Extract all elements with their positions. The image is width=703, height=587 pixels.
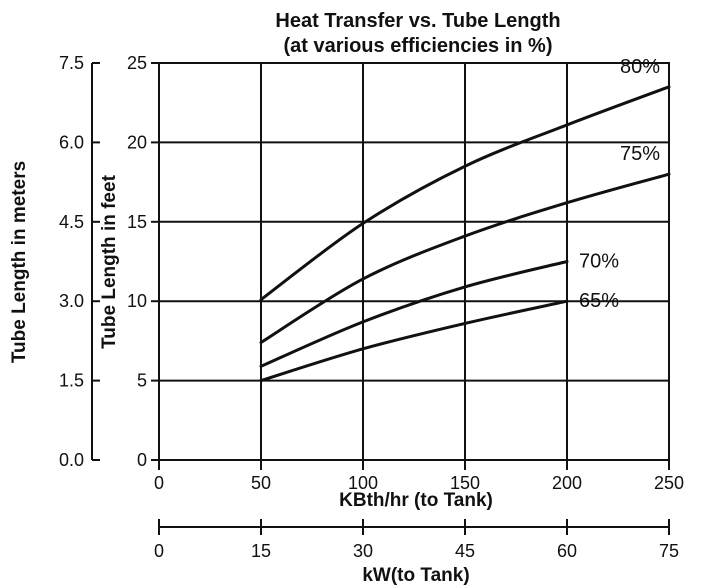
primary-x-axis-title: KBth/hr (to Tank) (339, 490, 493, 511)
y-axis-tick-label: 5 (137, 371, 147, 391)
series-line-70-percent (259, 260, 569, 368)
x-axis-tick-label: 250 (654, 473, 684, 493)
secondary-y-axis-tick-label: 0.0 (59, 450, 84, 470)
series-layer: 80% 75% 70% 65% (259, 56, 671, 383)
x-axis-tick-label: 50 (251, 473, 271, 493)
series-label-70-percent: 70% (579, 251, 619, 273)
secondary-x-axis-tick-label: 60 (557, 541, 577, 561)
x-axis-tick-label: 200 (552, 473, 582, 493)
chart-subtitle: (at various efficiencies in %) (284, 35, 553, 57)
x-axis-tick-label: 150 (450, 473, 480, 493)
secondary-x-axis-tick-label: 15 (251, 541, 271, 561)
secondary-y-axis-tick-label: 6.0 (59, 132, 84, 152)
y-axis-tick-label: 15 (127, 212, 147, 232)
secondary-y-axis-title: Tube Length in meters (9, 161, 30, 363)
secondary-y-axis-tick-label: 7.5 (59, 53, 84, 73)
secondary-x-axis-title: kW(to Tank) (362, 565, 469, 586)
secondary-x-axis-tick-label: 0 (154, 541, 164, 561)
series-line-80-percent (259, 85, 671, 302)
axis-layer (91, 62, 670, 535)
secondary-x-axis-tick-label: 75 (659, 541, 679, 561)
series-line-65-percent (259, 299, 569, 383)
secondary-x-axis-tick-label: 45 (455, 541, 475, 561)
series-label-75-percent: 75% (620, 143, 660, 165)
primary-y-axis-title: Tube Length in feet (99, 174, 120, 348)
y-axis-tick-label: 20 (127, 132, 147, 152)
y-axis-tick-label: 25 (127, 53, 147, 73)
x-axis-tick-label: 100 (348, 473, 378, 493)
tick-layer: 0 50 100 150 200 25005101520250.01.53.04.56.0… (59, 53, 684, 561)
grid-layer (159, 63, 669, 460)
y-axis-tick-label: 0 (137, 450, 147, 470)
secondary-y-axis-tick-label: 1.5 (59, 371, 84, 391)
series-label-65-percent: 65% (579, 290, 619, 312)
series-label-80-percent: 80% (620, 56, 660, 78)
x-axis-tick-label: 0 (154, 473, 164, 493)
secondary-x-axis-tick-label: 30 (353, 541, 373, 561)
secondary-y-axis-tick-label: 4.5 (59, 212, 84, 232)
y-axis-tick-label: 10 (127, 291, 147, 311)
plot-frame (158, 62, 670, 461)
secondary-y-axis-tick-label: 3.0 (59, 291, 84, 311)
chart-title: Heat Transfer vs. Tube Length (275, 10, 560, 32)
series-line-75-percent (259, 172, 671, 344)
